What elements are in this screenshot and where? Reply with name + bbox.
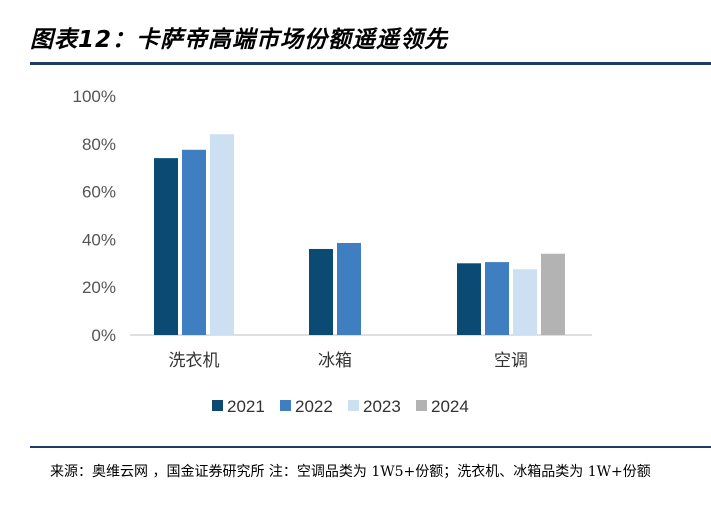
chart-title: 图表12：卡萨帝高端市场份额遥遥领先 — [30, 27, 449, 53]
legend-swatch — [212, 400, 223, 411]
legend-label: 2023 — [363, 397, 401, 416]
bar-2024 — [541, 253, 565, 335]
legend-label: 2021 — [227, 397, 265, 416]
legend: 2021 2022 2023 2024 — [212, 397, 469, 416]
y-tick-label: 60% — [82, 183, 116, 202]
bar-2023 — [210, 134, 234, 335]
y-tick-label: 80% — [82, 135, 116, 154]
y-tick-label: 0% — [91, 326, 116, 345]
y-tick-label: 40% — [82, 230, 116, 249]
source-note: 来源：奥维云网 ，国金证券研究所 注：空调品类为 1W5+份额；洗衣机、冰箱品类… — [50, 464, 651, 480]
x-axis: 洗衣机 冰箱 空调 — [169, 351, 529, 371]
legend-swatch — [280, 400, 291, 411]
legend-swatch — [416, 400, 427, 411]
legend-swatch — [348, 400, 359, 411]
bar-2022 — [182, 149, 206, 335]
bars — [154, 134, 565, 335]
source-rule — [30, 446, 711, 448]
y-axis: 0% 20% 40% 60% 80% 100% — [73, 87, 116, 345]
bar-2021 — [457, 263, 481, 335]
legend-label: 2024 — [431, 397, 469, 416]
bar-2021 — [154, 158, 178, 335]
category-label: 冰箱 — [318, 351, 352, 371]
title-rule — [30, 62, 711, 65]
legend-label: 2022 — [295, 397, 333, 416]
y-tick-label: 100% — [73, 87, 116, 106]
bar-2023 — [513, 269, 537, 335]
bar-2021 — [309, 248, 333, 335]
category-label: 洗衣机 — [169, 351, 220, 371]
bar-2022 — [485, 262, 509, 335]
bar-2022 — [337, 242, 361, 335]
category-label: 空调 — [494, 351, 528, 371]
bar-chart: 0%20%40%60%80%100% 洗衣机 冰箱 空调 2021 2022 2023 2… — [73, 87, 592, 416]
y-tick-label: 20% — [82, 278, 116, 297]
